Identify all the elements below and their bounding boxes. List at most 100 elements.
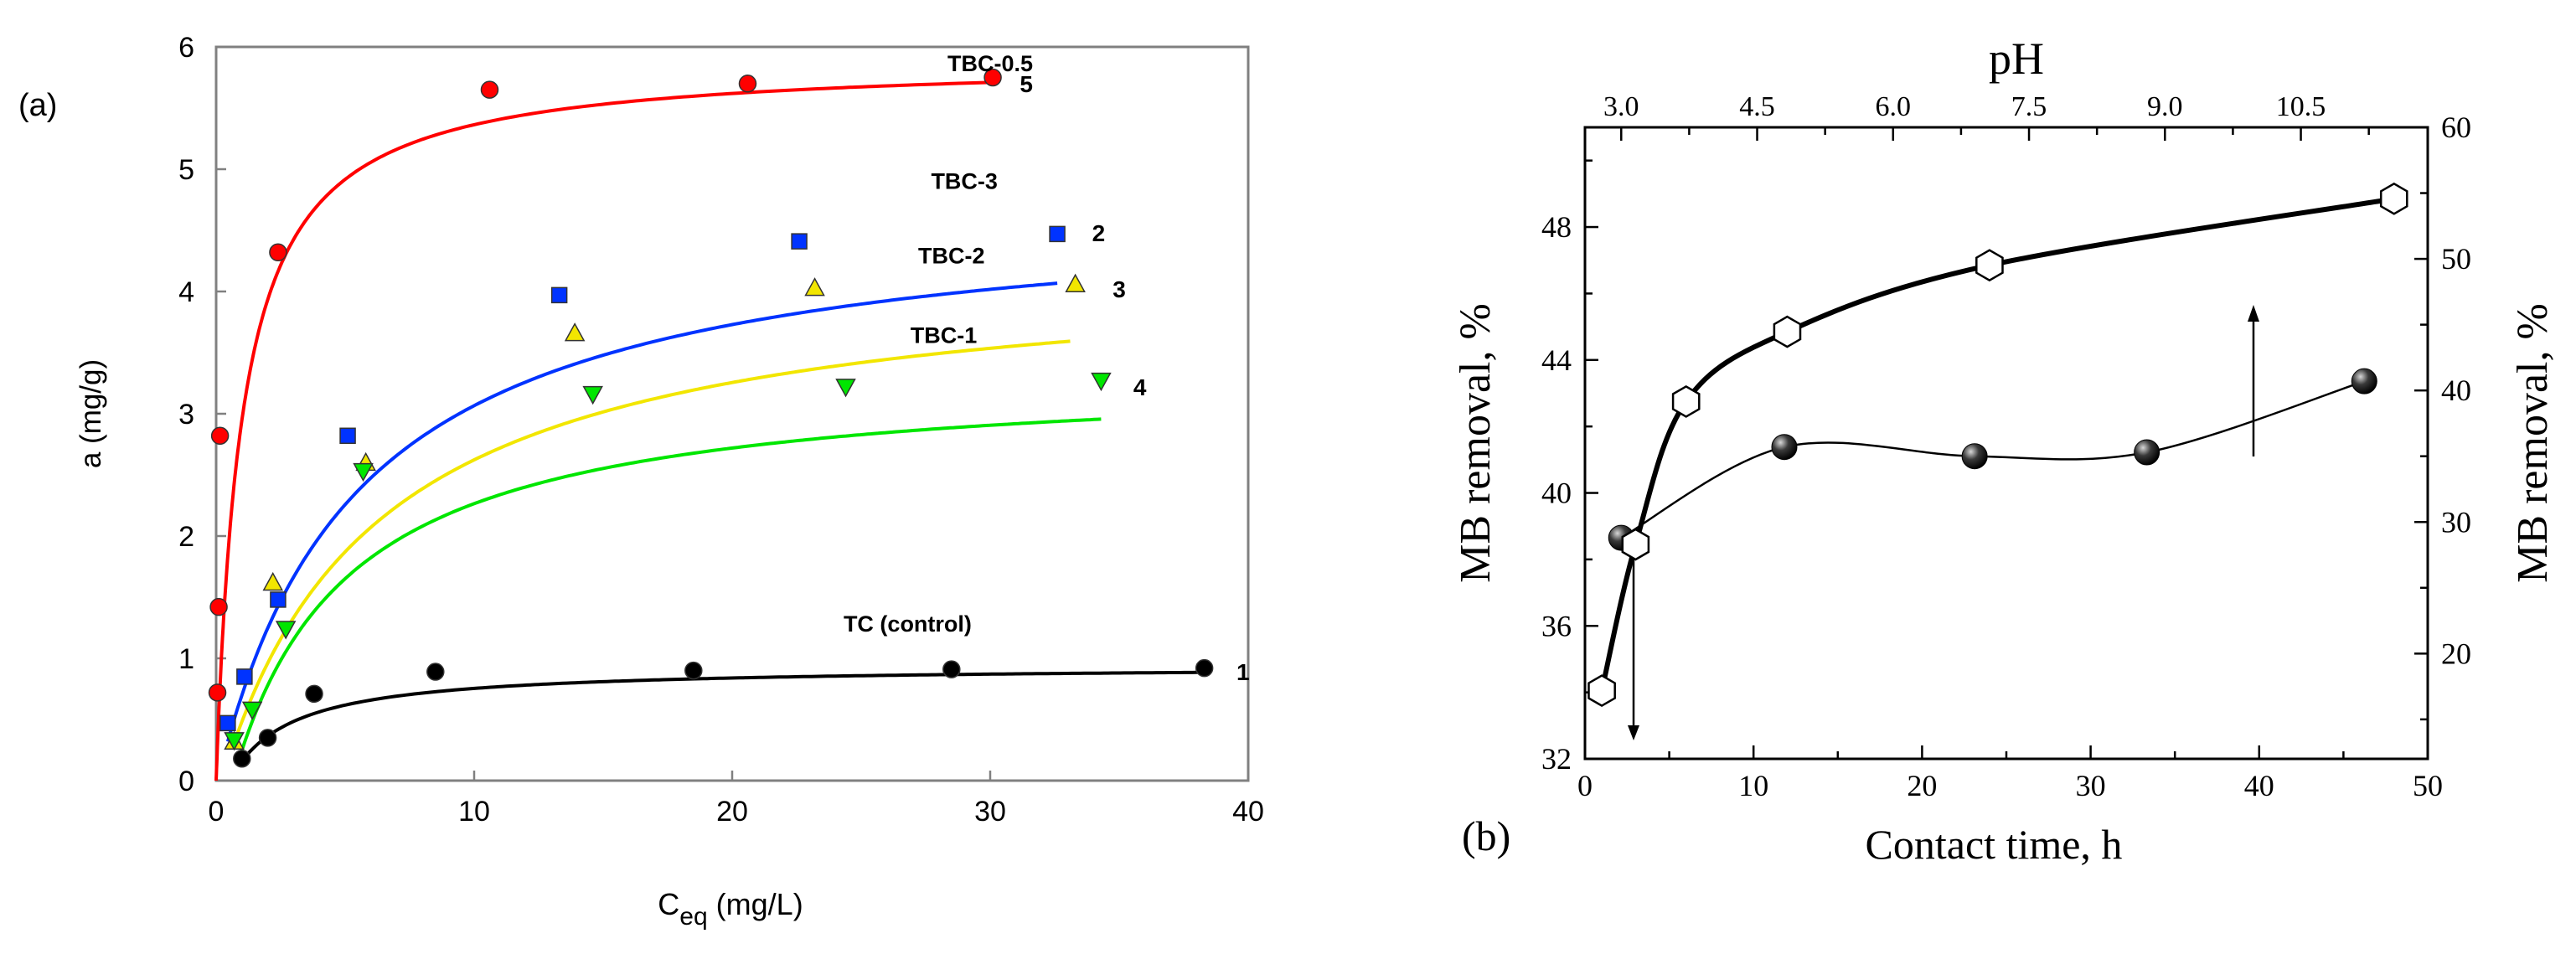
- x-axis-label-main: C: [658, 887, 679, 921]
- panel-b-left-y-axis-label: MB removal, %: [1452, 303, 1500, 583]
- data-point-series-4: [241, 701, 263, 720]
- panel-a-fit-curves: [214, 80, 1205, 781]
- top-x-tick-label: 10.5: [2276, 91, 2326, 122]
- left-y-tick-label: 40: [1541, 477, 1572, 510]
- panel-a-y-axis-label: a (mg/g): [75, 359, 107, 468]
- data-point-series-3: [1065, 273, 1086, 292]
- time-data-point-hexagon: [1587, 674, 1616, 708]
- panel-b-label: (b): [1462, 812, 1510, 859]
- left-y-tick-label: 36: [1541, 609, 1572, 642]
- data-point-series-1: [233, 749, 251, 768]
- time-data-point-hexagon: [1621, 528, 1650, 561]
- panel-a-x-axis-label: Ceq (mg/L): [658, 887, 803, 931]
- top-x-tick-label: 3.0: [1603, 91, 1639, 122]
- panel-a-label: (a): [18, 88, 57, 123]
- series-number-label: 2: [1092, 220, 1106, 246]
- panel-b-top-axis-label: pH: [1989, 34, 2044, 84]
- data-point-series-4: [1091, 372, 1112, 392]
- panel-b-data-points: [1587, 182, 2408, 708]
- x-tick-label: 20: [716, 796, 748, 828]
- data-point-series-1: [258, 729, 277, 747]
- data-point-series-1: [942, 660, 961, 678]
- data-point-series-5: [983, 68, 1002, 87]
- x-tick-label: 0: [209, 796, 225, 828]
- data-point-series-1: [684, 661, 703, 680]
- x-axis-label-units: (mg/L): [716, 887, 803, 921]
- panel-a-data-points: [208, 68, 1214, 768]
- bottom-x-tick-label: 30: [2076, 769, 2106, 802]
- data-point-series-1: [1195, 658, 1214, 678]
- down-arrow-head: [1628, 725, 1639, 740]
- y-tick-label: 6: [178, 32, 194, 64]
- data-point-series-2: [219, 714, 236, 732]
- right-y-tick-label: 60: [2441, 111, 2471, 144]
- series-number-label: 5: [1020, 71, 1033, 97]
- y-tick-label: 5: [178, 154, 194, 186]
- data-point-series-4: [224, 732, 245, 751]
- data-point-series-5: [209, 597, 228, 616]
- data-point-series-2: [791, 233, 808, 250]
- left-y-tick-label: 48: [1541, 210, 1572, 244]
- series-name-label: TBC-1: [911, 322, 978, 348]
- data-point-series-2: [270, 591, 287, 608]
- data-point-series-5: [210, 426, 230, 446]
- series-name-label: TBC-3: [931, 168, 998, 193]
- right-y-tick-label: 30: [2441, 505, 2471, 539]
- x-tick-label: 30: [974, 796, 1006, 828]
- data-point-series-5: [738, 75, 757, 93]
- panel-a-plot-frame: [214, 45, 1250, 782]
- right-y-tick-label: 50: [2441, 242, 2471, 276]
- series-number-label: 3: [1112, 276, 1126, 302]
- left-y-tick-label: 32: [1541, 742, 1572, 776]
- bottom-x-tick-label: 20: [1907, 769, 1937, 802]
- panel-b-x-axis-label: Contact time, h: [1866, 821, 2123, 868]
- time-data-point-hexagon: [1773, 315, 1802, 348]
- data-point-series-5: [480, 80, 499, 99]
- panel-b-axes: 0 10 20 30 40 50 3.0 4.5 6.0 7.5 9.0 10.5 32 36 40 44 48…: [1541, 91, 2471, 802]
- bottom-x-tick-label: 10: [1738, 769, 1768, 802]
- panel-b-axis-arrows: [1628, 305, 2259, 740]
- ph-data-point-sphere: [1961, 443, 1988, 470]
- top-x-tick-label: 9.0: [2147, 91, 2183, 122]
- x-tick-label: 40: [1232, 796, 1264, 828]
- series-name-label: TBC-2: [918, 243, 985, 268]
- data-point-series-2: [550, 286, 568, 304]
- data-point-series-4: [353, 462, 374, 482]
- fit-curve-series-3: [231, 339, 1071, 747]
- data-point-series-5: [208, 683, 227, 702]
- x-tick-label: 10: [458, 796, 490, 828]
- ph-data-point-sphere: [2351, 368, 2377, 394]
- time-data-point-hexagon: [1671, 384, 1701, 418]
- panel-b-right-y-axis-label: MB removal, %: [2509, 303, 2557, 583]
- y-tick-label: 1: [178, 643, 194, 675]
- data-point-series-1: [426, 663, 445, 681]
- ph-data-point-sphere: [1771, 434, 1798, 461]
- fit-curve-series-2: [225, 281, 1058, 742]
- series-number-label: 1: [1236, 659, 1250, 685]
- up-arrow-head: [2248, 305, 2259, 322]
- data-point-series-2: [236, 668, 253, 685]
- data-point-series-3: [262, 571, 284, 591]
- data-point-series-3: [564, 322, 586, 342]
- panel-a-axes: 0 10 20 30 40 0 1 2 3 4 5 6: [178, 32, 1264, 828]
- data-point-series-3: [804, 277, 825, 297]
- top-x-tick-label: 7.5: [2011, 91, 2047, 122]
- y-tick-label: 0: [178, 766, 194, 797]
- data-point-series-2: [1049, 225, 1066, 243]
- data-point-series-5: [269, 243, 287, 262]
- panel-b-plot-frame: [1583, 126, 2429, 761]
- series-name-label: TBC-0.5: [947, 51, 1033, 76]
- time-data-point-hexagon: [1975, 249, 2004, 282]
- top-x-tick-label: 6.0: [1876, 91, 1912, 122]
- time-data-point-hexagon: [2379, 182, 2408, 215]
- data-point-series-4: [835, 379, 856, 398]
- left-y-tick-label: 44: [1541, 343, 1572, 377]
- data-point-series-2: [339, 427, 356, 445]
- panel-b-removal-chart: 0 10 20 30 40 50 3.0 4.5 6.0 7.5 9.0 10.5 32 36 40 44 48…: [1452, 34, 2557, 868]
- y-tick-label: 2: [178, 521, 194, 553]
- series-number-label: 4: [1133, 374, 1147, 400]
- bottom-x-tick-label: 0: [1577, 769, 1593, 802]
- series-name-label: TC (control): [844, 611, 972, 637]
